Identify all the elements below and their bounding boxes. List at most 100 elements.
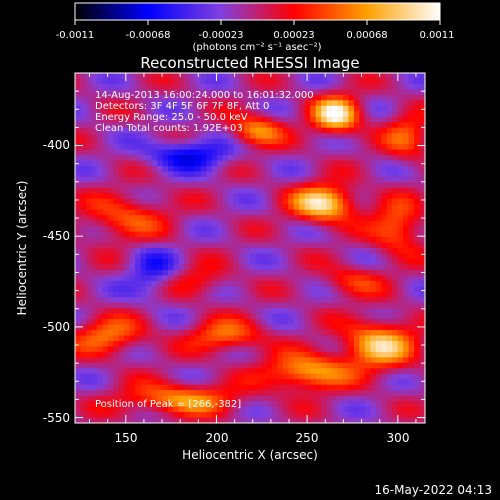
- heatmap-cell: [244, 111, 251, 118]
- heatmap-cell: [353, 187, 360, 194]
- heatmap-cell: [304, 160, 311, 167]
- heatmap-cell: [118, 362, 125, 369]
- heatmap-cell: [206, 193, 213, 200]
- heatmap-cell: [288, 138, 295, 145]
- heatmap-cell: [293, 176, 300, 183]
- heatmap-cell: [151, 198, 158, 205]
- heatmap-cell: [239, 220, 246, 227]
- heatmap-cell: [282, 248, 289, 255]
- heatmap-cell: [162, 335, 169, 342]
- heatmap-cell: [75, 412, 82, 419]
- heatmap-cell: [189, 406, 196, 413]
- heatmap-cell: [102, 89, 109, 96]
- heatmap-cell: [332, 390, 339, 397]
- heatmap-cell: [244, 155, 251, 162]
- heatmap-cell: [102, 324, 109, 331]
- heatmap-cell: [107, 401, 114, 408]
- heatmap-cell: [386, 264, 393, 271]
- heatmap-cell: [233, 340, 240, 348]
- heatmap-cell: [304, 351, 311, 358]
- heatmap-cell: [233, 253, 240, 260]
- heatmap-cell: [370, 324, 377, 331]
- heatmap-cell: [260, 319, 268, 326]
- heatmap-cell: [157, 111, 164, 118]
- heatmap-cell: [222, 226, 229, 233]
- heatmap-cell: [233, 100, 240, 107]
- heatmap-cell: [392, 133, 399, 140]
- heatmap-cell: [260, 297, 268, 304]
- heatmap-cell: [151, 401, 158, 408]
- heatmap-cell: [233, 138, 240, 145]
- heatmap-cell: [348, 220, 355, 227]
- heatmap-cell: [342, 209, 350, 216]
- heatmap-cell: [151, 220, 158, 227]
- info-line-counts: Clean Total counts: 1.92E+03: [95, 123, 243, 134]
- heatmap-cell: [91, 330, 98, 337]
- heatmap-cell: [403, 258, 410, 266]
- heatmap-cell: [353, 94, 360, 101]
- heatmap-cell: [222, 395, 229, 402]
- heatmap-cell: [124, 231, 131, 238]
- heatmap-cell: [397, 231, 404, 238]
- heatmap-cell: [195, 264, 202, 271]
- heatmap-cell: [173, 133, 180, 140]
- heatmap-cell: [233, 165, 240, 173]
- heatmap-cell: [217, 313, 224, 320]
- heatmap-cell: [271, 100, 278, 107]
- heatmap-cell: [244, 138, 251, 145]
- heatmap-cell: [392, 297, 399, 304]
- heatmap-cell: [299, 379, 306, 386]
- heatmap-cell: [260, 335, 268, 342]
- heatmap-cell: [195, 368, 202, 375]
- heatmap-cell: [342, 258, 350, 266]
- heatmap-cell: [397, 133, 404, 140]
- heatmap-cell: [206, 204, 213, 211]
- heatmap-cell: [189, 335, 196, 342]
- heatmap-cell: [151, 357, 158, 364]
- heatmap-cell: [211, 313, 218, 320]
- heatmap-cell: [353, 78, 360, 85]
- heatmap-cell: [288, 220, 295, 227]
- heatmap-cell: [102, 237, 109, 244]
- heatmap-cell: [353, 319, 360, 326]
- heatmap-cell: [315, 340, 322, 348]
- heatmap-cell: [375, 379, 382, 386]
- heatmap-cell: [151, 264, 158, 271]
- heatmap-cell: [419, 373, 425, 380]
- heatmap-cell: [167, 105, 175, 112]
- heatmap-cell: [419, 187, 425, 194]
- heatmap-cell: [332, 193, 339, 200]
- heatmap-cell: [107, 83, 114, 91]
- heatmap-cell: [151, 204, 158, 211]
- heatmap-cell: [107, 297, 114, 304]
- heatmap-cell: [315, 209, 322, 216]
- heatmap-cell: [195, 384, 202, 391]
- heatmap-cell: [397, 138, 404, 145]
- heatmap-cell: [244, 357, 251, 364]
- heatmap-cell: [397, 302, 404, 309]
- heatmap-cell: [392, 248, 399, 255]
- heatmap-cell: [293, 330, 300, 337]
- heatmap-cell: [239, 78, 246, 85]
- heatmap-cell: [140, 242, 147, 249]
- heatmap-cell: [375, 138, 382, 145]
- heatmap-cell: [408, 384, 415, 391]
- heatmap-cell: [348, 138, 355, 145]
- heatmap-cell: [342, 127, 350, 134]
- heatmap-cell: [282, 176, 289, 183]
- heatmap-cell: [239, 291, 246, 298]
- heatmap-cell: [107, 368, 114, 375]
- heatmap-cell: [321, 286, 328, 293]
- heatmap-cell: [337, 193, 344, 200]
- heatmap-cell: [151, 149, 158, 156]
- heatmap-cell: [118, 308, 125, 315]
- heatmap-cell: [293, 182, 300, 189]
- heatmap-cell: [124, 193, 131, 200]
- heatmap-cell: [255, 302, 262, 309]
- heatmap-cell: [260, 401, 268, 408]
- heatmap-cell: [102, 165, 109, 173]
- heatmap-cell: [353, 280, 360, 287]
- heatmap-cell: [80, 297, 87, 304]
- heatmap-cell: [326, 269, 333, 276]
- heatmap-cell: [337, 182, 344, 189]
